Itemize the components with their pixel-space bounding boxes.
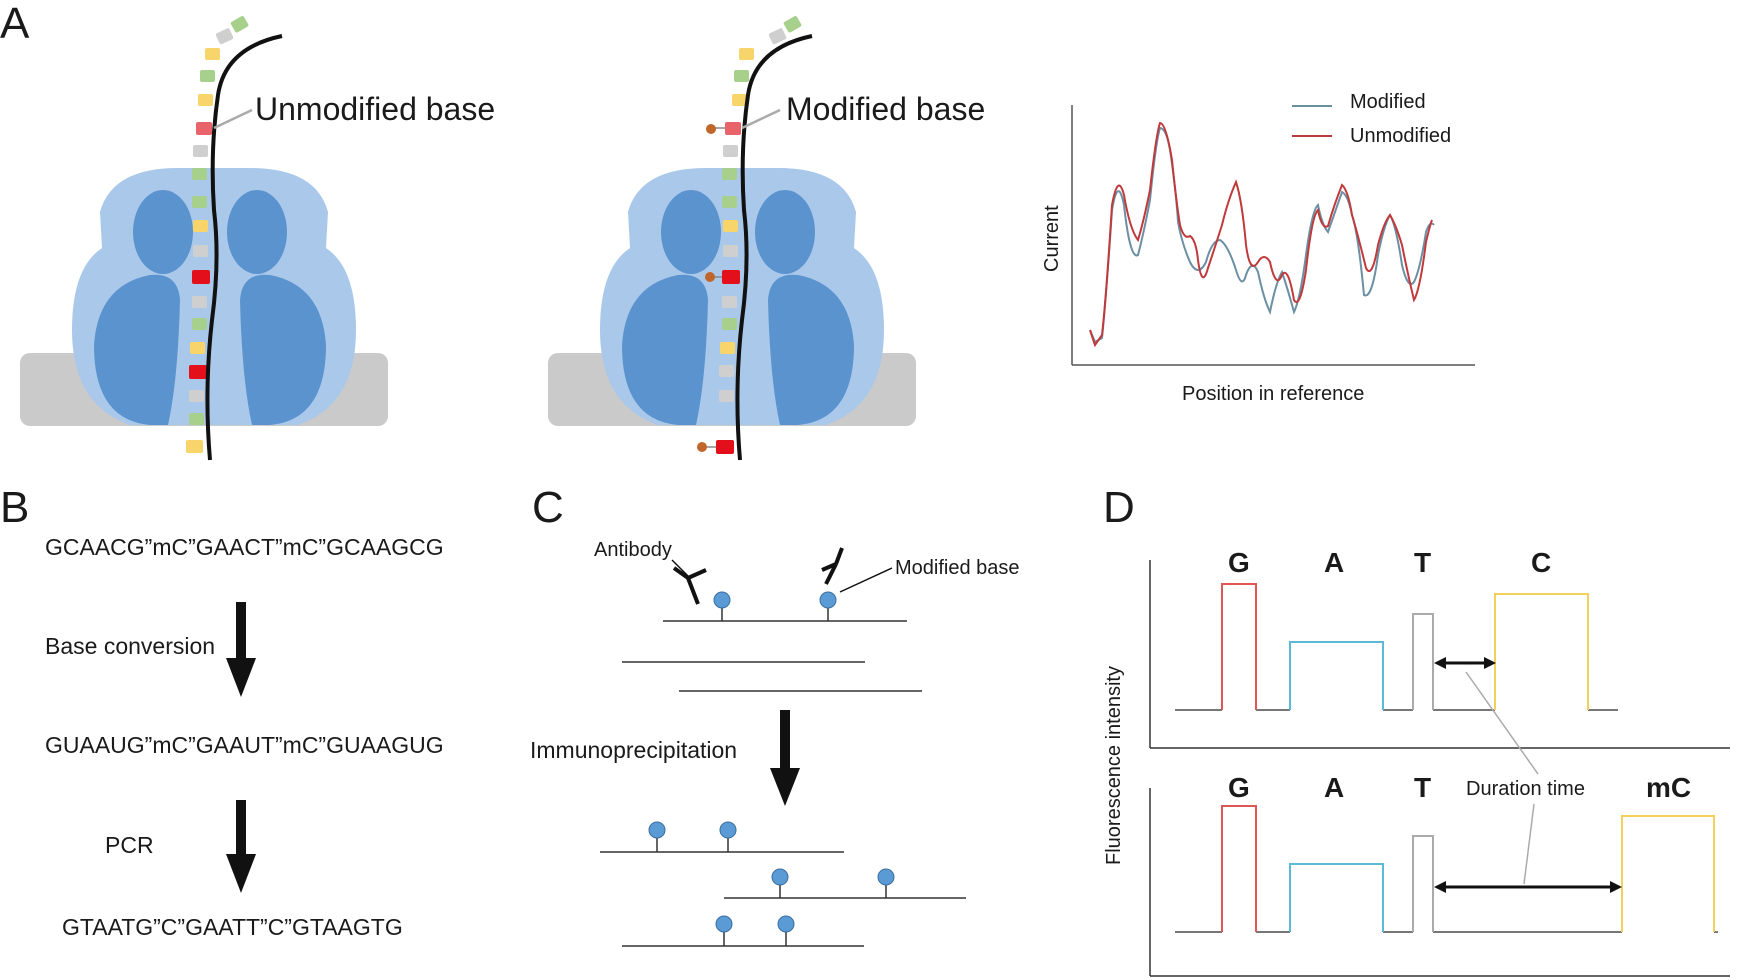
arrowhead: [1434, 657, 1446, 669]
panel-c-letter: C: [532, 483, 564, 532]
top-base-a: A: [1324, 547, 1344, 578]
legend-unmodified: Unmodified: [1350, 125, 1451, 147]
label-duration-time: Duration time: [1466, 778, 1585, 800]
pore-arm-right-a: [622, 274, 708, 425]
top-peak-t: [1412, 613, 1434, 710]
step-pcr: PCR: [105, 832, 154, 858]
dna-strand-left: [205, 34, 283, 461]
duration-pointer-top: [1465, 671, 1539, 775]
bottom-peak-a: [1289, 863, 1384, 932]
dna-strand-right: [735, 34, 813, 461]
legend-modified: Modified: [1350, 91, 1426, 113]
step-immunoprecipitation: Immunoprecipitation: [530, 737, 737, 763]
modified-base-bead: [713, 591, 731, 609]
nanopore-modified: Modified base: [548, 16, 985, 461]
sequence-converted: GUAAUG”mC”GAAUT”mC”GUAAGUG: [45, 732, 444, 758]
panel-a-letter: A: [0, 0, 30, 48]
trace-unmodified: [1089, 121, 1433, 348]
label-antibody: Antibody: [594, 539, 672, 561]
pointer-line-left: [213, 108, 253, 130]
step-base-conversion: Base conversion: [45, 633, 215, 659]
bottom-base-t: T: [1414, 772, 1431, 803]
top-peak-c: [1494, 593, 1589, 710]
arrow-shaft-c: [780, 710, 790, 770]
bottom-base-mc: mC: [1646, 772, 1691, 803]
antibody-icon-1: [672, 566, 707, 605]
pointer-line-right: [741, 108, 781, 130]
sequence-pcr-product: GTAATG”C”GAATT”C”GTAAGTG: [62, 914, 403, 940]
sequence-original: GCAACG”mC”GAACT”mC”GCAAGCG: [45, 534, 444, 560]
top-base-t: T: [1414, 547, 1431, 578]
chart-ylabel: Current: [1041, 205, 1063, 272]
pore-lobe-right-a: [661, 190, 721, 274]
modified-base-bead: [877, 868, 895, 886]
pore-arm-left-a: [94, 274, 180, 425]
arrow-head-c: [770, 768, 800, 806]
trace-modified: [1089, 126, 1435, 344]
modification-marks: [697, 124, 725, 452]
duration-pointer-bottom: [1523, 803, 1535, 885]
pore-lobe-left-a: [133, 190, 193, 274]
pore-arm-right-b: [768, 274, 854, 425]
modified-base-bead: [819, 591, 837, 609]
label-modified-base-c: Modified base: [895, 557, 1020, 579]
top-base-g: G: [1228, 547, 1250, 578]
arrow-head-b1: [226, 658, 256, 697]
pore-lobe-left-b: [227, 190, 287, 274]
modified-base-bead: [771, 868, 789, 886]
modified-base-bead: [719, 821, 737, 839]
pore-lobe-right-b: [755, 190, 815, 274]
top-base-c: C: [1531, 547, 1551, 578]
label-modified-base: Modified base: [786, 91, 985, 127]
chart-xlabel: Position in reference: [1182, 383, 1364, 405]
modified-base-bead: [715, 915, 733, 933]
modified-base-bead: [777, 915, 795, 933]
label-unmodified-base: Unmodified base: [255, 91, 495, 127]
panel-a: A: [0, 0, 1475, 461]
bottom-peak-g: [1221, 805, 1257, 932]
modified-base-bead: [648, 821, 666, 839]
panel-d: D Fluorescence intensity G A T C G A T m…: [1103, 483, 1730, 977]
panel-b: B GCAACG”mC”GAACT”mC”GCAAGCG Base conver…: [0, 483, 444, 940]
nanopore-unmodified: Unmodified base: [20, 16, 495, 461]
arrow-shaft-b1: [236, 602, 246, 660]
panel-c: C Antibody Modified base Immunoprecipita…: [530, 483, 1020, 947]
panel-b-letter: B: [0, 483, 29, 532]
bottom-peak-mc: [1621, 815, 1715, 932]
top-peak-g: [1221, 583, 1257, 710]
arrow-head-b2: [226, 854, 256, 893]
bottom-peak-t: [1412, 835, 1434, 932]
arrow-shaft-b2: [236, 800, 246, 856]
pore-arm-left-b: [240, 274, 326, 425]
arrowhead: [1610, 881, 1622, 893]
bottom-base-a: A: [1324, 772, 1344, 803]
bottom-base-g: G: [1228, 772, 1250, 803]
panel-d-letter: D: [1103, 483, 1135, 532]
arrowhead: [1434, 881, 1446, 893]
fluorescence-ylabel: Fluorescence intensity: [1103, 666, 1125, 865]
base-stack-left: [186, 16, 249, 453]
top-peak-a: [1289, 641, 1384, 710]
base-stack-right: [716, 16, 802, 454]
arrowhead: [1484, 657, 1496, 669]
antibody-icon-2: [821, 547, 844, 585]
modified-base-pointer: [839, 567, 893, 593]
current-trace-chart: Current Position in reference Modified U…: [1041, 91, 1475, 405]
